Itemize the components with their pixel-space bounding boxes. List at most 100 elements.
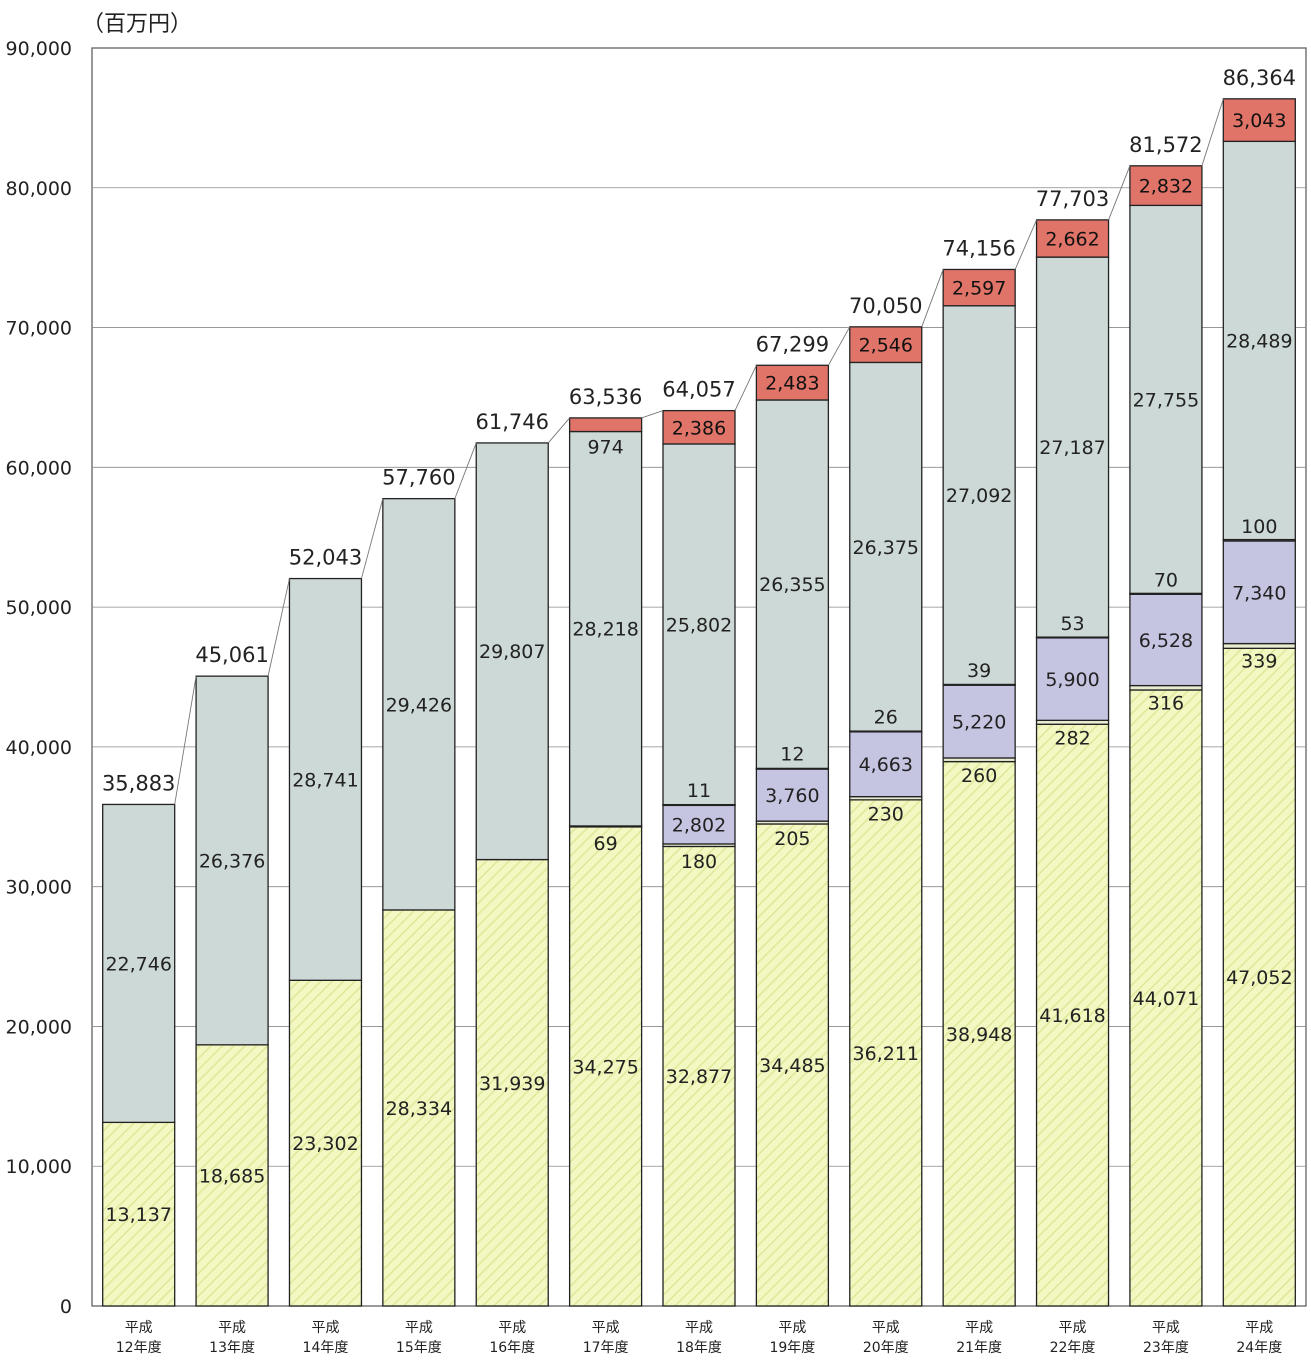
bar-segment bbox=[475, 442, 549, 861]
bar-segment bbox=[382, 497, 456, 911]
bar-segment bbox=[1222, 642, 1296, 649]
bar-segment bbox=[755, 767, 830, 822]
bar-segment bbox=[475, 858, 549, 1307]
bar-segment bbox=[1035, 219, 1110, 258]
bar-value-label: 2,483 bbox=[765, 373, 819, 395]
bar-segment bbox=[1222, 98, 1296, 143]
y-tick-label: 50,000 bbox=[6, 597, 72, 619]
x-tick-label-year: 21年度 bbox=[956, 1340, 1002, 1356]
bar-value-label: 34,275 bbox=[572, 1056, 638, 1078]
x-tick-label-year: 15年度 bbox=[396, 1340, 442, 1356]
bar-value-label: 26,376 bbox=[199, 850, 265, 872]
bar-value-label: 36,211 bbox=[853, 1043, 919, 1065]
bar-value-label: 28,334 bbox=[386, 1098, 452, 1120]
bar-value-label: 180 bbox=[681, 851, 717, 873]
bar-segment bbox=[849, 326, 923, 364]
connector-line bbox=[174, 676, 197, 805]
bar-value-label: 39 bbox=[967, 660, 991, 682]
bar-value-label: 2,662 bbox=[1045, 229, 1099, 251]
bar-value-label: 44,071 bbox=[1133, 988, 1199, 1010]
bar-segment bbox=[942, 268, 1016, 307]
bar-segment bbox=[755, 399, 830, 770]
bar-segment bbox=[662, 409, 736, 445]
y-tick-label: 0 bbox=[60, 1296, 72, 1318]
x-tick-label-era: 平成 bbox=[685, 1320, 713, 1336]
bar-segment bbox=[1129, 684, 1203, 691]
bar-value-label: 18,685 bbox=[199, 1165, 265, 1187]
bar-value-label: 41,618 bbox=[1039, 1005, 1105, 1027]
total-label: 64,057 bbox=[662, 378, 735, 402]
bar-value-label: 3,760 bbox=[765, 785, 819, 807]
bar-value-label: 29,807 bbox=[479, 641, 545, 663]
bar-segment bbox=[568, 826, 643, 1307]
y-tick-label: 10,000 bbox=[6, 1156, 72, 1178]
y-tick-label: 30,000 bbox=[6, 877, 72, 899]
total-label: 81,572 bbox=[1129, 133, 1202, 157]
bar-value-label: 2,802 bbox=[672, 814, 726, 836]
x-tick-label-era: 平成 bbox=[405, 1320, 433, 1336]
total-label: 63,536 bbox=[569, 385, 642, 409]
total-label: 52,043 bbox=[289, 546, 362, 570]
y-tick-label: 80,000 bbox=[6, 178, 72, 200]
bar-value-label: 34,485 bbox=[759, 1055, 825, 1077]
bar-segment bbox=[568, 417, 643, 433]
x-tick-label-era: 平成 bbox=[1059, 1320, 1087, 1336]
bar-segment bbox=[755, 364, 830, 401]
bar-value-label: 2,546 bbox=[859, 335, 913, 357]
bar-value-label: 31,939 bbox=[479, 1073, 545, 1095]
bar-value-label: 6,528 bbox=[1139, 630, 1193, 652]
bar-value-label: 282 bbox=[1054, 727, 1090, 749]
x-tick-label-era: 平成 bbox=[778, 1320, 806, 1336]
bar-value-label: 316 bbox=[1148, 693, 1184, 715]
x-tick-label-era: 平成 bbox=[592, 1320, 620, 1336]
total-label: 67,299 bbox=[756, 332, 829, 356]
total-label: 61,746 bbox=[475, 410, 548, 434]
bar-segment bbox=[849, 730, 923, 798]
bar-value-label: 12 bbox=[780, 744, 804, 766]
bar-segment bbox=[942, 305, 1016, 686]
bar-segment bbox=[1129, 204, 1203, 594]
x-tick-label-year: 22年度 bbox=[1050, 1340, 1096, 1356]
bar-value-label: 27,092 bbox=[946, 485, 1012, 507]
connector-line bbox=[267, 578, 290, 677]
total-label: 45,061 bbox=[195, 643, 268, 667]
connector-line bbox=[1014, 219, 1037, 270]
total-label: 70,050 bbox=[849, 294, 922, 318]
bar-segment bbox=[382, 909, 456, 1307]
y-tick-label: 60,000 bbox=[6, 457, 72, 479]
bar-segment bbox=[849, 799, 923, 1307]
x-tick-label-year: 19年度 bbox=[769, 1340, 815, 1356]
connector-line bbox=[361, 498, 384, 579]
connector-line bbox=[827, 326, 851, 366]
bar-segment bbox=[195, 675, 269, 1046]
bar-segment bbox=[568, 430, 643, 827]
bar-value-label: 2,832 bbox=[1139, 176, 1193, 198]
connector-line bbox=[734, 365, 757, 411]
bar-value-label: 27,755 bbox=[1133, 389, 1199, 411]
bar-value-label: 28,489 bbox=[1226, 330, 1292, 352]
bar-value-label: 25,802 bbox=[666, 614, 732, 636]
total-label: 86,364 bbox=[1223, 66, 1296, 90]
connector-line bbox=[454, 442, 477, 499]
bar-value-label: 11 bbox=[687, 780, 711, 802]
x-tick-label-era: 平成 bbox=[1245, 1320, 1273, 1336]
connector-line bbox=[921, 269, 944, 327]
bar-segment bbox=[102, 1121, 176, 1307]
bar-value-label: 2,386 bbox=[672, 417, 726, 439]
bar-value-label: 47,052 bbox=[1226, 967, 1292, 989]
bar-value-label: 70 bbox=[1154, 569, 1178, 591]
bar-segment bbox=[1222, 540, 1296, 645]
bar-value-label: 4,663 bbox=[859, 754, 913, 776]
bar-value-label: 2,597 bbox=[952, 278, 1006, 300]
connector-line bbox=[1108, 165, 1131, 221]
bar-value-label: 22,746 bbox=[105, 953, 171, 975]
connector-line bbox=[547, 417, 570, 444]
total-label: 35,883 bbox=[102, 771, 175, 795]
bar-value-label: 32,877 bbox=[666, 1066, 732, 1088]
x-tick-label-year: 13年度 bbox=[209, 1340, 255, 1356]
x-tick-label-year: 17年度 bbox=[583, 1340, 629, 1356]
bar-segment bbox=[755, 823, 830, 1307]
bar-segment bbox=[942, 760, 1016, 1307]
bar-value-label: 339 bbox=[1241, 651, 1277, 673]
